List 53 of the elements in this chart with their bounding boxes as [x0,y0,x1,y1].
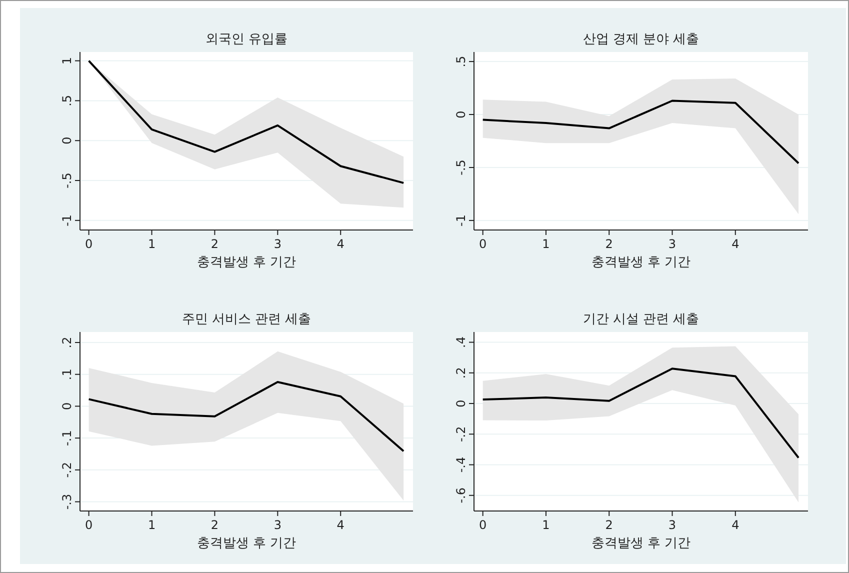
y-tick-label: -1 [454,214,468,226]
y-tick-label: .5 [454,56,468,68]
y-tick-label: 0 [454,110,468,118]
x-tick-label: 0 [479,518,487,532]
y-tick-label: .5 [60,94,74,106]
y-tick-label: -.2 [454,426,468,442]
x-tick-label: 2 [210,237,219,251]
x-tick-label: 2 [605,518,613,532]
x-tick-label: 4 [732,518,740,532]
y-tick-label: 0 [60,136,74,144]
y-tick-label: .2 [454,367,468,379]
line-series [88,381,405,452]
y-tick-label: 0 [454,400,468,408]
x-axis-title: 충격발생 후 기간 [591,536,691,551]
x-tick-label: 4 [336,237,344,251]
x-tick-label: 3 [668,237,676,251]
y-tick-label: -.5 [60,172,74,188]
line-series [88,60,405,184]
chart-title: 기간 시설 관련 세출 [582,312,700,327]
y-tick-label: -1 [60,214,74,226]
x-axis-title: 충격발생 후 기간 [591,255,691,270]
y-tick-label: -.3 [60,494,74,510]
x-tick-label: 1 [148,237,156,251]
y-tick-label: -.2 [60,462,74,478]
x-tick-label: 1 [542,237,550,251]
x-axis-title: 충격발생 후 기간 [196,255,296,270]
y-tick-label: .1 [60,368,74,380]
line-series [482,368,800,459]
x-tick-label: 3 [274,237,282,251]
y-tick-label: 1 [60,56,74,65]
y-tick-label: .2 [60,336,74,348]
line-series [482,100,800,164]
y-tick-label: 0 [60,402,74,410]
chart-title: 주민 서비스 관련 세출 [182,312,312,327]
y-tick-label: -.5 [454,160,468,176]
y-tick-label: -.4 [454,456,468,473]
y-tick-label: -.6 [454,487,468,504]
x-tick-label: 2 [605,237,613,251]
x-tick-label: 0 [84,518,93,532]
x-tick-label: 4 [732,237,740,251]
x-tick-label: 0 [479,237,487,251]
x-tick-label: 0 [84,237,93,251]
x-tick-label: 3 [668,518,676,532]
x-tick-label: 2 [210,518,219,532]
x-tick-label: 1 [542,518,550,532]
chart-title: 산업 경제 분야 세출 [582,32,700,47]
x-tick-label: 4 [336,518,344,532]
x-tick-label: 1 [148,518,156,532]
y-tick-label: .4 [454,336,468,348]
chart-title: 외국인 유입률 [205,32,288,47]
x-axis-title: 충격발생 후 기간 [196,536,296,551]
y-tick-label: -.1 [60,430,74,446]
x-tick-label: 3 [274,518,282,532]
